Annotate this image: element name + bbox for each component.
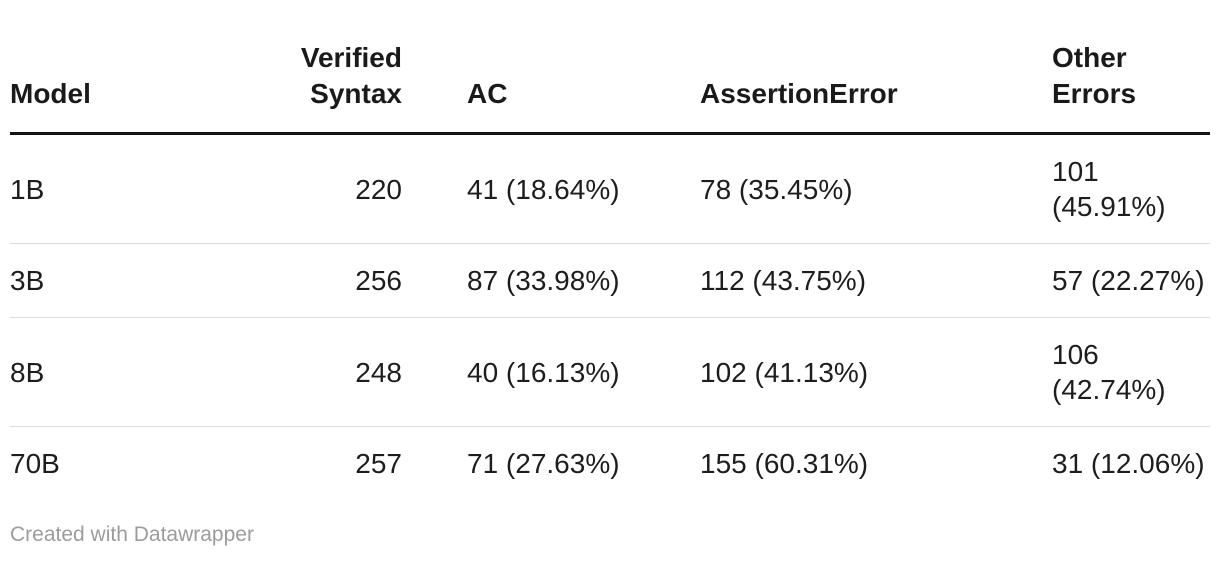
cell-verified-syntax: 257 (355, 448, 402, 479)
attribution-footer: Created with Datawrapper (10, 522, 1210, 548)
column-header-ac: AC (402, 40, 635, 135)
datawrapper-attribution-link[interactable]: Created with Datawrapper (10, 523, 254, 546)
table-row: 3B 256 87 (33.98%) 112 (43.75%) 57 (22.2… (10, 243, 1210, 318)
cell-ac: 71 (27.63%) (467, 448, 620, 479)
cell-model: 3B (10, 243, 290, 318)
cell-ac: 87 (33.98%) (402, 243, 635, 318)
results-table: Model Verified Syntax AC AssertionError … (10, 40, 1210, 500)
cell-assertion-error: 112 (43.75%) (635, 243, 987, 318)
table-header-row: Model Verified Syntax AC AssertionError … (10, 40, 1210, 135)
cell-other-errors: 31 (12.06%) (1052, 448, 1205, 479)
table-row: 1B 220 41 (18.64%) 78 (35.45%) 101 (45.9… (10, 133, 1210, 244)
column-header-verified-syntax: Verified Syntax (290, 40, 402, 135)
table-row: 70B 257 71 (27.63%) 155 (60.31%) 31 (12.… (10, 427, 1210, 501)
cell-other-errors: 57 (22.27%) (987, 243, 1210, 318)
cell-verified-syntax: 220 (290, 133, 402, 244)
cell-verified-syntax: 256 (290, 243, 402, 318)
cell-other-errors: 101 (45.91%) (987, 133, 1210, 244)
cell-model: 8B (10, 317, 290, 427)
cell-assertion-error: 78 (35.45%) (635, 133, 987, 244)
cell-ac: 41 (18.64%) (402, 133, 635, 244)
column-header-model: Model (10, 40, 290, 135)
cell-model: 70B (10, 448, 60, 479)
cell-assertion-error: 155 (60.31%) (700, 448, 869, 479)
cell-verified-syntax: 248 (290, 317, 402, 427)
column-header-other-errors: Other Errors (987, 40, 1210, 135)
cell-ac: 40 (16.13%) (402, 317, 635, 427)
table-row: 8B 248 40 (16.13%) 102 (41.13%) 106 (42.… (10, 317, 1210, 427)
cell-other-errors: 106 (42.74%) (987, 317, 1210, 427)
cell-assertion-error: 102 (41.13%) (635, 317, 987, 427)
column-header-assertion-error: AssertionError (635, 40, 987, 135)
cell-model: 1B (10, 133, 290, 244)
